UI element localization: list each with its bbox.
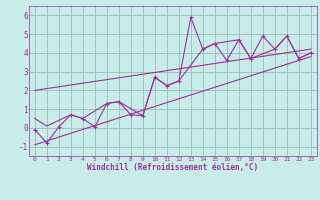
X-axis label: Windchill (Refroidissement éolien,°C): Windchill (Refroidissement éolien,°C) bbox=[87, 163, 258, 172]
